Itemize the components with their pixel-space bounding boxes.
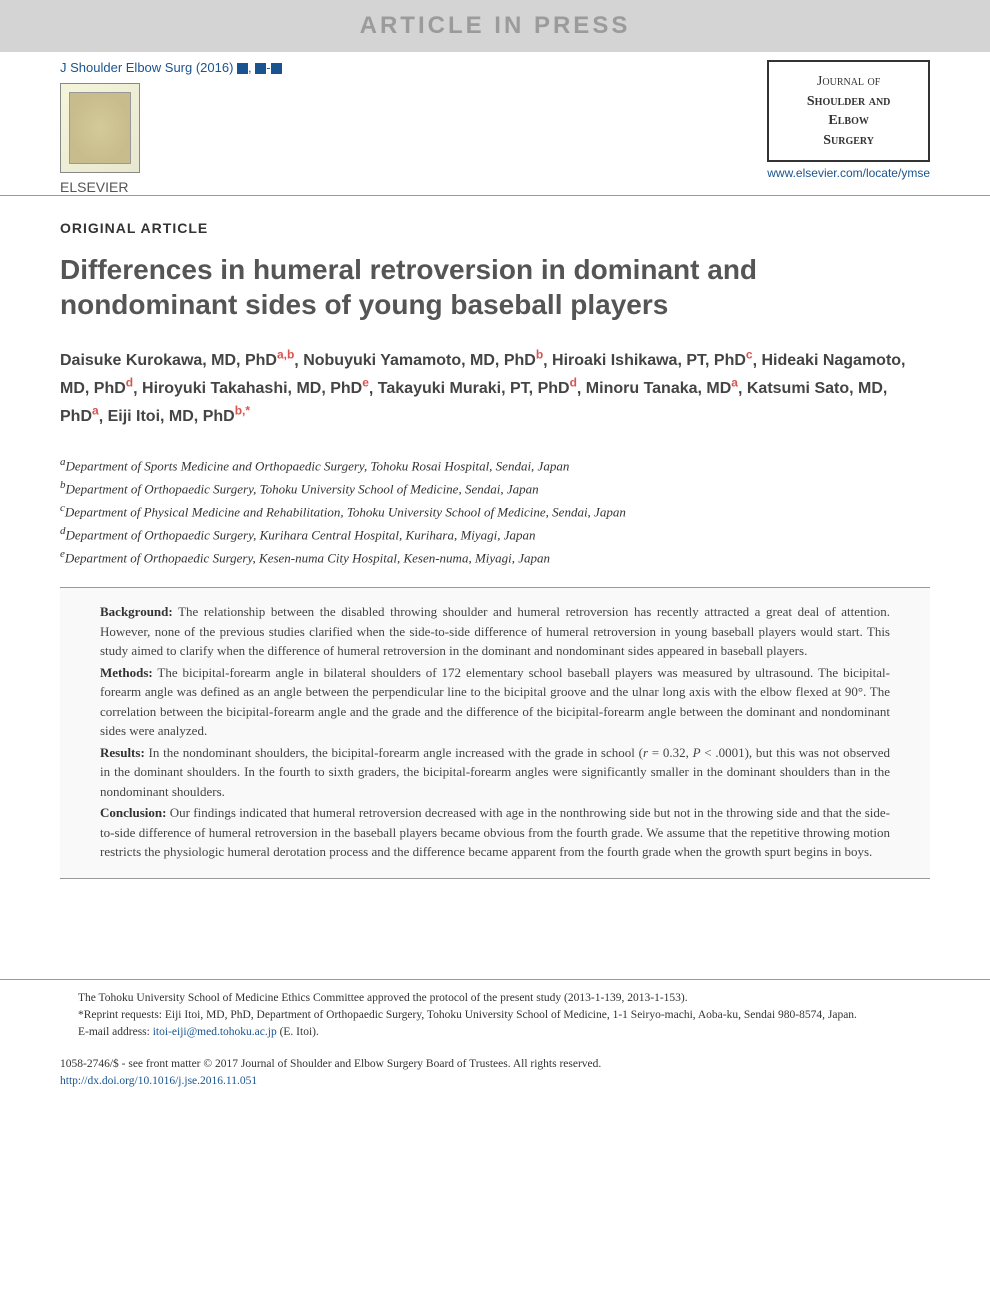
affiliation: bDepartment of Orthopaedic Surgery, Toho… (60, 477, 930, 500)
email-label: E-mail address: (78, 1026, 153, 1038)
author: Nobuyuki Yamamoto, MD, PhDb (303, 352, 543, 369)
author-aff-marker: a (92, 404, 99, 418)
page-placeholder-icon (271, 63, 282, 74)
elsevier-block: ELSEVIER (60, 83, 282, 195)
journal-name-box: Journal of Shoulder and Elbow Surgery (767, 60, 930, 162)
affiliation-key: d (60, 525, 66, 537)
doi-link[interactable]: http://dx.doi.org/10.1016/j.jse.2016.11.… (60, 1075, 257, 1087)
author: Hiroaki Ishikawa, PT, PhDc (552, 352, 753, 369)
reprint-requests: *Reprint requests: Eiji Itoi, MD, PhD, D… (60, 1007, 930, 1024)
abstract-box: Background: The relationship between the… (60, 587, 930, 879)
abstract-background: Background: The relationship between the… (100, 602, 890, 661)
citation: J Shoulder Elbow Surg (2016) , - (60, 60, 282, 75)
author-aff-marker: b (536, 348, 543, 362)
affiliation: aDepartment of Sports Medicine and Ortho… (60, 454, 930, 477)
author: Hiroyuki Takahashi, MD, PhDe (142, 380, 369, 397)
header-row: J Shoulder Elbow Surg (2016) , - ELSEVIE… (0, 52, 990, 196)
main-content: ORIGINAL ARTICLE Differences in humeral … (0, 220, 990, 879)
conclusion-label: Conclusion: (100, 805, 166, 820)
abstract-conclusion: Conclusion: Our findings indicated that … (100, 803, 890, 862)
reprint-text: Eiji Itoi, MD, PhD, Department of Orthop… (165, 1009, 857, 1021)
author-aff-marker: a (731, 376, 738, 390)
page-placeholder-icon (255, 63, 266, 74)
right-header: Journal of Shoulder and Elbow Surgery ww… (767, 60, 930, 180)
journal-line: Journal of (783, 72, 914, 92)
citation-prefix: J Shoulder Elbow Surg (2016) (60, 60, 237, 75)
affiliation: dDepartment of Orthopaedic Surgery, Kuri… (60, 523, 930, 546)
abstract-methods: Methods: The bicipital-forearm angle in … (100, 663, 890, 741)
affiliation: cDepartment of Physical Medicine and Reh… (60, 500, 930, 523)
copyright-line: 1058-2746/$ - see front matter © 2017 Jo… (60, 1056, 930, 1073)
author: Eiji Itoi, MD, PhDb,* (108, 408, 250, 425)
author-aff-marker: d (570, 376, 577, 390)
copyright-section: 1058-2746/$ - see front matter © 2017 Jo… (0, 1042, 990, 1111)
background-text: The relationship between the disabled th… (100, 604, 890, 658)
author-aff-marker: d (126, 376, 133, 390)
affiliation-key: a (60, 456, 66, 468)
journal-line: Shoulder and (783, 92, 914, 112)
email-line: E-mail address: itoi-eiji@med.tohoku.ac.… (60, 1024, 930, 1041)
author: Daisuke Kurokawa, MD, PhDa,b (60, 352, 294, 369)
affiliations-list: aDepartment of Sports Medicine and Ortho… (60, 454, 930, 570)
authors-list: Daisuke Kurokawa, MD, PhDa,b, Nobuyuki Y… (60, 346, 930, 430)
article-title: Differences in humeral retroversion in d… (60, 252, 930, 322)
results-p: P (693, 745, 701, 760)
conclusion-text: Our findings indicated that humeral retr… (100, 805, 890, 859)
results-label: Results: (100, 745, 145, 760)
reprint-label: *Reprint requests: (78, 1009, 165, 1021)
author: Minoru Tanaka, MDa (586, 380, 738, 397)
elsevier-text: ELSEVIER (60, 179, 128, 195)
author-aff-marker: a,b (277, 348, 294, 362)
author-aff-marker: e (362, 376, 369, 390)
author: Takayuki Muraki, PT, PhDd (378, 380, 577, 397)
footer-section: The Tohoku University School of Medicine… (0, 979, 990, 1042)
affiliation-key: b (60, 479, 66, 491)
journal-line: Surgery (783, 131, 914, 151)
affiliation: eDepartment of Orthopaedic Surgery, Kese… (60, 546, 930, 569)
journal-link[interactable]: www.elsevier.com/locate/ymse (767, 166, 930, 180)
journal-line: Elbow (783, 111, 914, 131)
methods-text: The bicipital-forearm angle in bilateral… (100, 665, 890, 739)
author-aff-marker: b,* (235, 404, 250, 418)
left-header: J Shoulder Elbow Surg (2016) , - ELSEVIE… (60, 60, 282, 195)
methods-label: Methods: (100, 665, 153, 680)
article-in-press-banner: ARTICLE IN PRESS (0, 0, 990, 52)
author-aff-marker: c (746, 348, 753, 362)
article-type: ORIGINAL ARTICLE (60, 220, 930, 236)
ethics-statement: The Tohoku University School of Medicine… (60, 990, 930, 1007)
elsevier-logo-icon (60, 83, 140, 173)
results-mid: = 0.32, (648, 745, 693, 760)
affiliation-key: c (60, 502, 65, 514)
results-pre: In the nondominant shoulders, the bicipi… (145, 745, 643, 760)
affiliation-key: e (60, 548, 65, 560)
email-link[interactable]: itoi-eiji@med.tohoku.ac.jp (153, 1026, 277, 1038)
abstract-results: Results: In the nondominant shoulders, t… (100, 743, 890, 802)
vol-placeholder-icon (237, 63, 248, 74)
email-suffix: (E. Itoi). (277, 1026, 319, 1038)
background-label: Background: (100, 604, 173, 619)
